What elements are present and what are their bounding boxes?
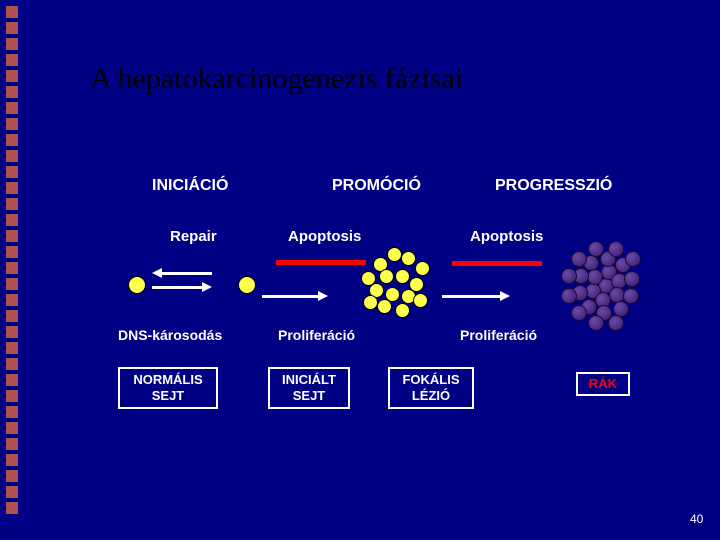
- cluster-cell: [413, 293, 428, 308]
- sidebar-square: [6, 166, 18, 178]
- sidebar-square: [6, 118, 18, 130]
- sidebar-square: [6, 22, 18, 34]
- slide-title: A hepatokarcinogenezis fázisai: [90, 62, 463, 96]
- sidebar-square: [6, 54, 18, 66]
- sidebar-square: [6, 86, 18, 98]
- stage-box-init-cell: INICIÁLTSEJT: [268, 367, 350, 409]
- slide-number: 40: [690, 512, 703, 526]
- cluster-cell: [395, 303, 410, 318]
- sidebar-square: [6, 422, 18, 434]
- sidebar-square: [6, 486, 18, 498]
- sidebar-square: [6, 134, 18, 146]
- sidebar-square: [6, 310, 18, 322]
- cluster-cell: [401, 251, 416, 266]
- sidebar-square: [6, 70, 18, 82]
- sidebar-square: [6, 38, 18, 50]
- tumor-cell: [588, 315, 604, 331]
- sidebar-square: [6, 438, 18, 450]
- sidebar-square: [6, 278, 18, 290]
- sidebar-square: [6, 406, 18, 418]
- tumor-cell: [561, 288, 577, 304]
- stage-box-normal-cell: NORMÁLISSEJT: [118, 367, 218, 409]
- sidebar-square: [6, 470, 18, 482]
- phase-label: PROGRESSZIÓ: [495, 177, 612, 195]
- tumor-cell: [608, 241, 624, 257]
- sidebar-square: [6, 198, 18, 210]
- cluster-cell: [387, 247, 402, 262]
- cluster-cell: [363, 295, 378, 310]
- arrow: [152, 268, 212, 278]
- arrow: [262, 291, 328, 301]
- initiated-cell-icon: [238, 276, 256, 294]
- process-label: Apoptosis: [470, 228, 543, 245]
- sidebar-square: [6, 374, 18, 386]
- tumor-cell: [571, 305, 587, 321]
- sidebar-square: [6, 502, 18, 514]
- cluster-cell: [379, 269, 394, 284]
- process-label: Proliferáció: [460, 327, 537, 343]
- decorative-sidebar: [6, 6, 34, 534]
- phase-label: PROMÓCIÓ: [332, 177, 421, 195]
- barrier-bar: [452, 261, 542, 266]
- tumor-cell: [625, 251, 641, 267]
- sidebar-square: [6, 182, 18, 194]
- sidebar-square: [6, 326, 18, 338]
- sidebar-square: [6, 454, 18, 466]
- cluster-cell: [377, 299, 392, 314]
- barrier-bar: [276, 260, 366, 265]
- tumor-cell: [624, 271, 640, 287]
- sidebar-square: [6, 390, 18, 402]
- normal-cell-icon: [128, 276, 146, 294]
- cluster-cell: [415, 261, 430, 276]
- cluster-cell: [395, 269, 410, 284]
- process-label: Repair: [170, 228, 217, 245]
- sidebar-square: [6, 214, 18, 226]
- stage-box-focal-lesion: FOKÁLISLÉZIÓ: [388, 367, 474, 409]
- tumor-cell: [608, 315, 624, 331]
- sidebar-square: [6, 6, 18, 18]
- sidebar-square: [6, 230, 18, 242]
- sidebar-square: [6, 358, 18, 370]
- arrow: [152, 282, 212, 292]
- sidebar-square: [6, 150, 18, 162]
- sidebar-square: [6, 294, 18, 306]
- arrow: [442, 291, 510, 301]
- process-label: Proliferáció: [278, 327, 355, 343]
- process-label: DNS-károsodás: [118, 327, 222, 343]
- sidebar-square: [6, 342, 18, 354]
- sidebar-square: [6, 102, 18, 114]
- phase-label: INICIÁCIÓ: [152, 177, 228, 195]
- sidebar-square: [6, 262, 18, 274]
- process-label: Apoptosis: [288, 228, 361, 245]
- sidebar-square: [6, 246, 18, 258]
- stage-box-cancer: RÁK: [576, 372, 630, 396]
